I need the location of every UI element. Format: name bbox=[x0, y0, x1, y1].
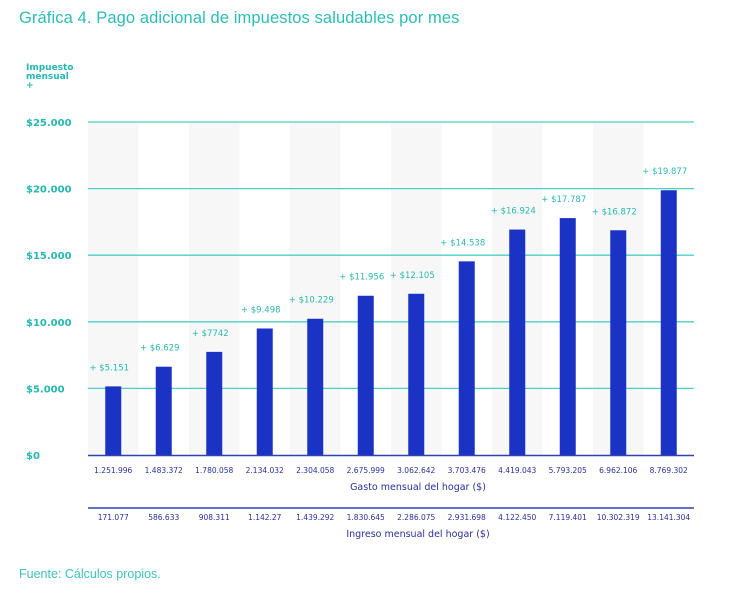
x-axis-title: Gasto mensual del hogar ($) bbox=[350, 482, 486, 493]
x-tick-label: 1.780.058 bbox=[195, 466, 233, 475]
bar bbox=[256, 328, 273, 455]
secondary-x-tick-label: 908.311 bbox=[199, 513, 230, 522]
x-tick-label: 3.703.476 bbox=[448, 466, 486, 475]
secondary-x-tick-label: 2.286.075 bbox=[397, 513, 435, 522]
data-label: + $17.787 bbox=[541, 195, 586, 205]
data-label: + $5.151 bbox=[89, 363, 129, 373]
bar bbox=[610, 230, 627, 455]
secondary-x-tick-label: 171.077 bbox=[98, 513, 129, 522]
y-axis-label-line: + bbox=[26, 81, 34, 91]
bar bbox=[307, 318, 324, 455]
x-tick-label: 1.251.996 bbox=[94, 466, 132, 475]
chart-title: Gráfica 4. Pago adicional de impuestos s… bbox=[19, 9, 460, 27]
data-label: + $16.924 bbox=[491, 207, 536, 217]
secondary-x-tick-label: 1.830.645 bbox=[347, 513, 385, 522]
secondary-x-tick-label: 7.119.401 bbox=[549, 513, 587, 522]
bar bbox=[206, 351, 223, 455]
x-axis-title-secondary: Ingreso mensual del hogar ($) bbox=[346, 529, 489, 540]
source-note: Fuente: Cálculos propios. bbox=[19, 567, 161, 581]
data-label: + $6.629 bbox=[140, 344, 180, 354]
x-tick-label: 2.675.999 bbox=[347, 466, 385, 475]
bar bbox=[509, 229, 526, 455]
data-label: + $10.229 bbox=[289, 296, 334, 306]
y-axis-label-line: Impuesto bbox=[26, 63, 74, 73]
secondary-x-tick-label: 586.633 bbox=[148, 513, 179, 522]
bar bbox=[155, 366, 172, 455]
secondary-x-tick-label: 1.142.27 bbox=[248, 513, 282, 522]
x-tick-label: 5.793.205 bbox=[549, 466, 587, 475]
bar bbox=[357, 295, 374, 455]
secondary-x-tick-label: 2.931.698 bbox=[448, 513, 486, 522]
y-tick-label: $25.000 bbox=[26, 118, 72, 129]
y-tick-label: $10.000 bbox=[26, 318, 72, 329]
bar bbox=[408, 293, 425, 455]
bar bbox=[458, 261, 475, 455]
data-label: + $7742 bbox=[192, 329, 229, 339]
x-tick-label: 2.134.032 bbox=[246, 466, 284, 475]
y-axis-label: Impuesto mensual + bbox=[26, 64, 86, 91]
secondary-x-tick-label: 13.141.304 bbox=[647, 513, 690, 522]
x-tick-label: 1.483.372 bbox=[145, 466, 183, 475]
bar bbox=[105, 386, 122, 455]
secondary-x-tick-label: 1.439.292 bbox=[296, 513, 334, 522]
data-label: + $19.877 bbox=[642, 167, 687, 177]
data-label: + $11.956 bbox=[339, 273, 384, 283]
x-tick-label: 2.304.058 bbox=[296, 466, 334, 475]
y-tick-label: $5.000 bbox=[26, 384, 65, 395]
data-label: + $12.105 bbox=[390, 271, 435, 281]
x-tick-label: 3.062.642 bbox=[397, 466, 435, 475]
y-tick-label: $20.000 bbox=[26, 185, 72, 196]
data-label: + $9.498 bbox=[241, 305, 281, 315]
bar bbox=[559, 218, 576, 455]
x-tick-label: 8.769.302 bbox=[650, 466, 688, 475]
secondary-x-tick-label: 4.122.450 bbox=[498, 513, 536, 522]
y-tick-label: $15.000 bbox=[26, 251, 72, 262]
bar bbox=[660, 190, 677, 456]
secondary-x-tick-label: 10.302.319 bbox=[597, 513, 640, 522]
data-label: + $14.538 bbox=[440, 238, 485, 248]
y-axis-label-line: mensual bbox=[26, 72, 69, 82]
x-tick-label: 4.419.043 bbox=[498, 466, 536, 475]
y-tick-label: $0 bbox=[26, 451, 40, 462]
data-label: + $16.872 bbox=[592, 207, 637, 217]
x-tick-label: 6.962.106 bbox=[599, 466, 637, 475]
